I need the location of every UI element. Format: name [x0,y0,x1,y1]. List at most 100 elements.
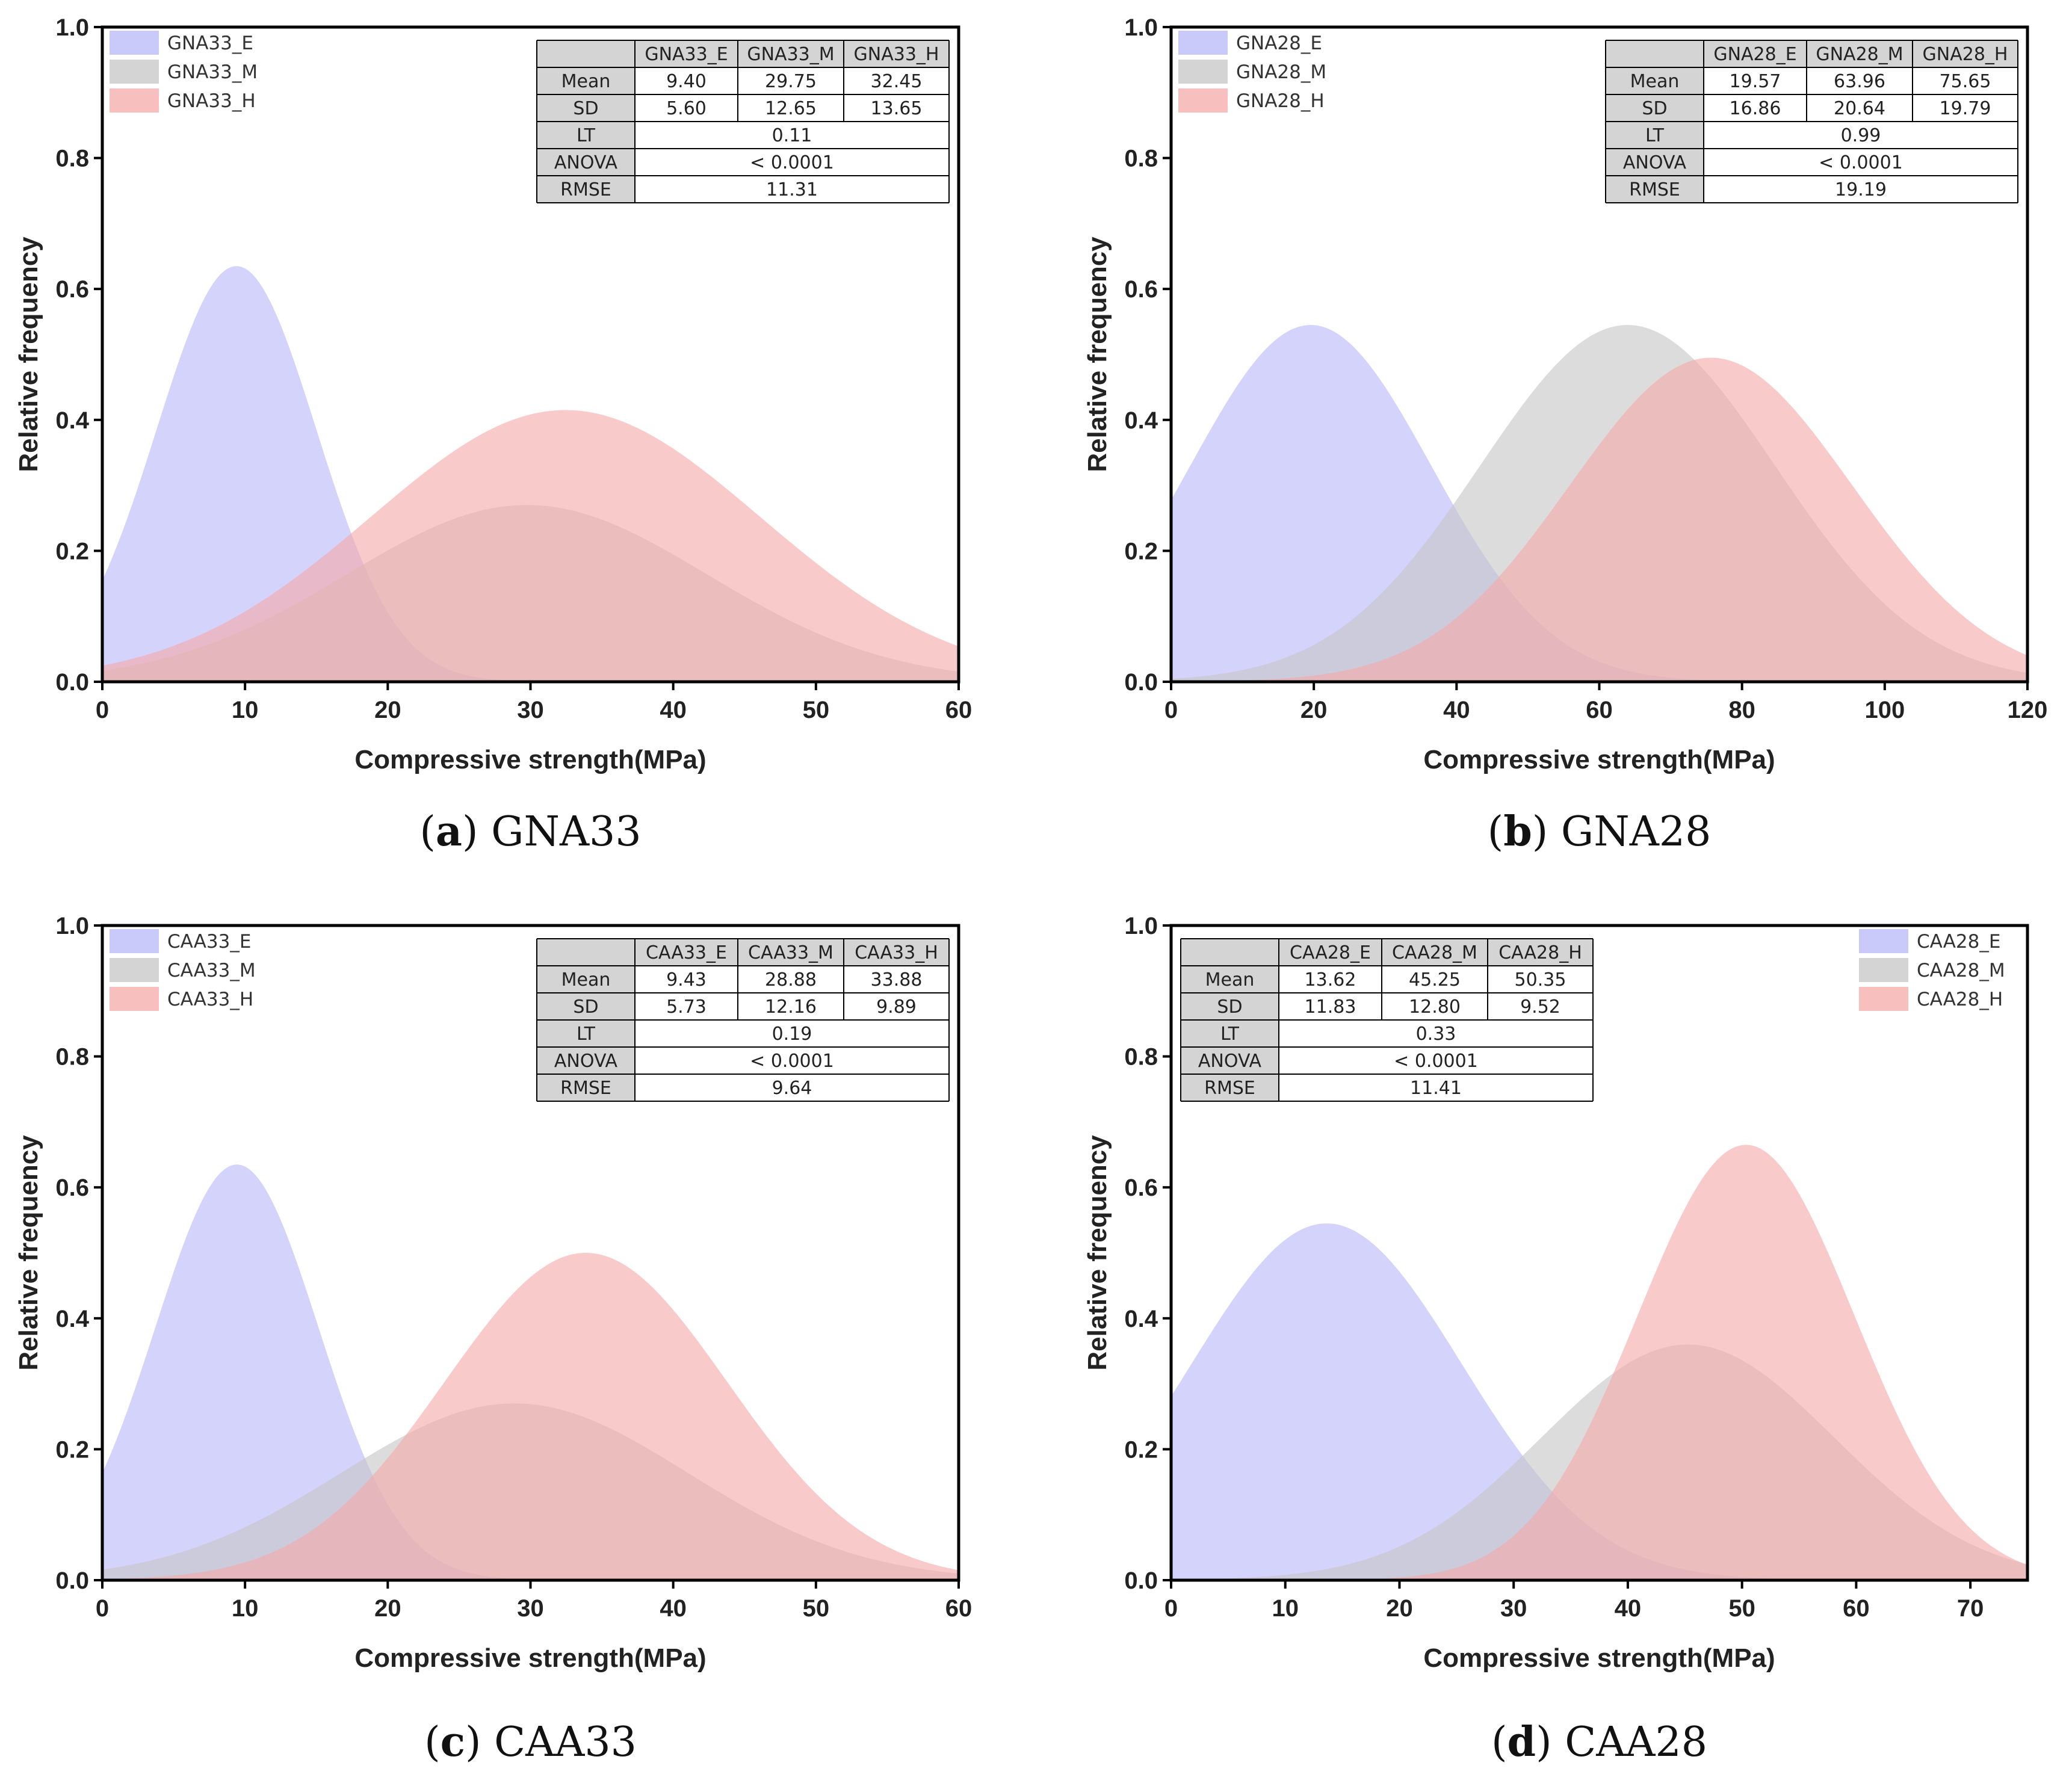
legend-swatch [1859,987,1908,1011]
series-areas [102,266,959,682]
table-lt-value: 0.33 [1416,1024,1456,1045]
table-header: CAA28_H [1498,942,1582,963]
y-tick-label: 0.2 [1124,1436,1158,1463]
y-tick-label: 0.4 [1124,1306,1158,1332]
legend-label: CAA28_H [1917,989,2003,1010]
table-rowlabel-bg [537,966,635,1101]
x-tick-label: 50 [1728,1595,1755,1622]
table-row-label: ANOVA [554,152,618,173]
table-header: CAA28_E [1290,942,1371,963]
x-tick-label: 0 [96,1595,109,1622]
y-tick-label: 0.2 [55,1436,89,1463]
table-mean-value: 13.62 [1305,969,1356,990]
y-tick-label: 0.6 [1124,1175,1158,1201]
table-row-label: RMSE [560,1078,611,1099]
legend: GNA33_E GNA33_M GNA33_H [110,31,258,113]
table-rmse-value: 11.41 [1410,1078,1462,1099]
x-tick-label: 10 [232,1595,259,1622]
table-sd-value: 20.64 [1834,98,1885,119]
table-rowlabel-bg [1606,67,1704,203]
table-lt-value: 0.99 [1841,125,1881,146]
legend-label: GNA33_E [167,32,253,54]
panel-caption: (c) CAA33 [424,1718,637,1766]
table-row-label: RMSE [1204,1078,1255,1099]
table-anova-value: < 0.0001 [750,1051,834,1072]
table-header-cell [1382,939,1488,966]
chart-panel-caa28: 0.0 0.2 0.4 0.6 0.8 1.0 0 10 20 30 40 50 60 70 Compres… [1083,913,2029,1766]
table-mean-value: 50.35 [1515,969,1566,990]
series-area-caa33-h [102,1253,959,1580]
table-header-cell [635,40,738,67]
legend-label: GNA28_H [1236,90,1325,112]
y-tick-label: 1.0 [55,14,89,41]
table-sd-value: 12.65 [765,98,817,119]
table-header-cell [1704,40,1807,67]
series-areas [102,1164,959,1580]
chart-panel-gna28: 0.0 0.2 0.4 0.6 0.8 1.0 0 20 40 60 80 100 120 Compres… [1083,14,2047,856]
y-tick-label: 0.6 [55,1175,89,1201]
legend-label: GNA28_M [1236,61,1326,83]
x-tick-label: 30 [1500,1595,1527,1622]
table-header-cell [738,40,844,67]
y-tick-label: 1.0 [55,913,89,939]
caption-paren: ( [424,1719,441,1766]
table-row-label: LT [1220,1024,1240,1045]
plot-frame [1169,924,2029,1582]
caption-paren: ( [419,808,436,856]
table-header: GNA28_M [1816,44,1903,65]
table-header: GNA28_H [1923,44,2008,65]
table-header-cell [738,939,844,966]
x-tick-label: 30 [517,1595,544,1622]
table-mean-value: 45.25 [1409,969,1461,990]
table-header-cell [1279,939,1382,966]
y-tick-label: 0.6 [1124,276,1158,303]
stats-table: GNA33_E GNA33_M GNA33_H Mean SD LT ANOVA RMSE 9.… [536,40,950,203]
table-sd-value: 9.89 [876,996,917,1018]
x-tick-label: 0 [96,697,109,723]
table-rmse-value: 9.64 [772,1078,812,1099]
legend: CAA28_E CAA28_M CAA28_H [1859,929,2005,1011]
caption-letter: c [441,1718,465,1766]
table-row-label: Mean [1205,969,1255,990]
caption-name: ) CAA33 [465,1719,637,1766]
table-row-label: LT [577,125,596,146]
table-row-label: LT [1645,125,1665,146]
stats-table: GNA28_E GNA28_M GNA28_H Mean SD LT ANOVA RMSE 19… [1605,40,2018,203]
table-mean-value: 33.88 [871,969,923,990]
series-area-caa28-h [1171,1145,2027,1580]
legend-label: GNA28_E [1236,32,1322,54]
table-header: GNA33_H [854,44,939,65]
chart-panel-gna33: 0.0 0.2 0.4 0.6 0.8 1.0 0 10 20 30 40 50 60 Compressi… [14,14,972,856]
table-mean-value: 29.75 [765,71,817,92]
x-axis-label: Compressive strength(MPa) [354,745,706,774]
caption-paren: ( [1491,1719,1508,1766]
table-sd-value: 5.73 [666,996,707,1018]
caption-name: ) GNA28 [1532,808,1712,856]
panel-caption: (a) GNA33 [419,808,641,856]
y-tick-label: 0.2 [1124,538,1158,564]
table-row-label: Mean [561,969,611,990]
stats-table: CAA28_E CAA28_M CAA28_H Mean SD LT ANOVA RMSE 13… [1180,938,1594,1102]
legend-label: GNA33_H [167,90,256,112]
table-sd-value: 19.79 [1940,98,1991,119]
table-sd-value: 9.52 [1520,996,1560,1018]
legend-label: CAA33_H [167,989,253,1010]
x-tick-label: 60 [1843,1595,1870,1622]
caption-paren: ( [1488,808,1504,856]
legend-swatch [1178,31,1228,55]
table-mean-value: 19.57 [1730,71,1781,92]
table-rmse-value: 11.31 [766,179,818,200]
y-tick-label: 0.8 [55,146,89,172]
x-tick-label: 40 [660,697,687,723]
table-header: CAA33_M [748,942,833,963]
panel-caption: (b) GNA28 [1488,808,1712,856]
y-tick-label: 0.6 [55,276,89,303]
table-mean-value: 32.45 [871,71,923,92]
table-row-label: LT [577,1024,596,1045]
x-tick-label: 120 [2008,697,2048,723]
table-sd-value: 12.80 [1409,996,1461,1018]
y-tick-label: 0.0 [1124,669,1158,696]
table-mean-value: 63.96 [1834,71,1885,92]
table-row-label: SD [573,996,598,1018]
